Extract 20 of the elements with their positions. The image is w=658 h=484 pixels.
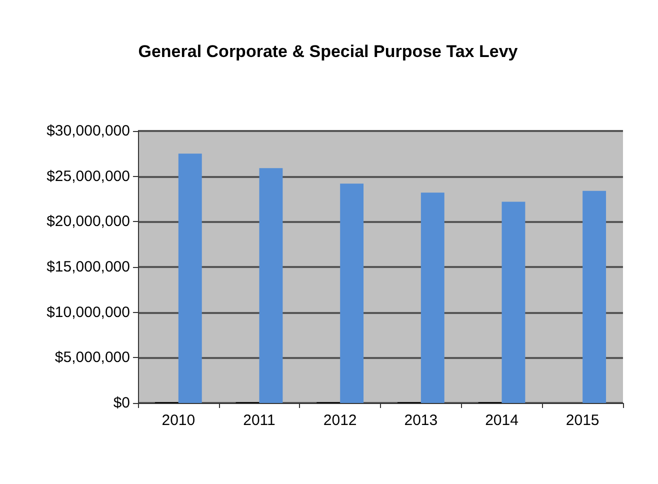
bar	[340, 184, 364, 403]
x-tick-label: 2013	[404, 412, 438, 429]
y-tick-label: $10,000,000	[46, 304, 130, 321]
x-tick-label: 2011	[243, 412, 276, 429]
bar	[178, 154, 202, 403]
x-tick-label: 2014	[485, 412, 518, 429]
y-tick-label: $15,000,000	[46, 258, 130, 276]
chart-title: General Corporate & Special Purpose Tax Levy	[138, 42, 518, 61]
y-tick-label: $5,000,000	[54, 349, 130, 366]
bar	[502, 202, 526, 403]
bar	[259, 168, 283, 403]
bar	[582, 190, 606, 403]
x-tick-label: 2010	[162, 412, 196, 429]
y-tick-label: $30,000,000	[46, 122, 130, 140]
y-tick-label: $0	[113, 394, 130, 412]
x-tick-label: 2012	[323, 412, 357, 429]
y-tick-label: $20,000,000	[46, 213, 130, 230]
x-tick-label: 2015	[566, 412, 600, 429]
y-tick-label: $25,000,000	[46, 168, 130, 185]
bar	[420, 192, 444, 403]
